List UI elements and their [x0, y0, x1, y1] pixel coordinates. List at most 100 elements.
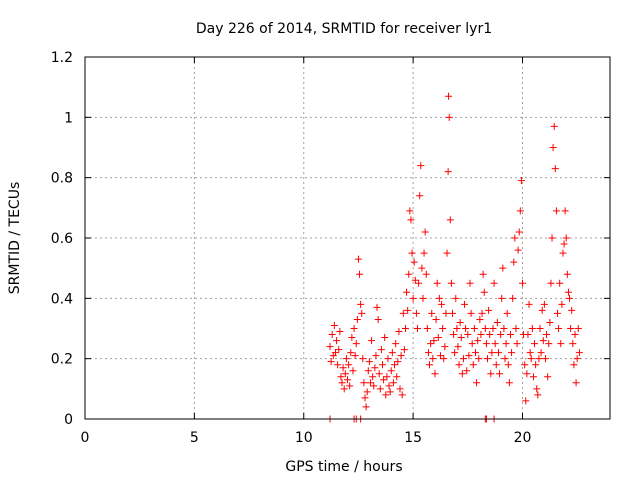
data-point: [567, 325, 575, 332]
x-tick-label: 5: [190, 430, 199, 446]
data-point: [434, 334, 442, 342]
data-point: [525, 300, 533, 308]
data-point: [566, 294, 574, 302]
data-point: [359, 355, 367, 363]
data-point: [333, 337, 341, 345]
data-point: [467, 309, 475, 317]
data-point: [336, 328, 344, 336]
data-point: [351, 352, 359, 360]
data-point: [466, 279, 474, 287]
data-point: [407, 216, 415, 224]
data-point: [569, 340, 577, 348]
data-point: [476, 315, 484, 323]
data-point: [559, 249, 567, 257]
data-point: [519, 279, 526, 287]
data-point: [533, 385, 541, 393]
data-point: [562, 234, 570, 242]
data-point: [398, 391, 406, 399]
data-point: [445, 92, 453, 100]
y-tick-label: 1: [64, 110, 73, 126]
data-point: [496, 370, 504, 378]
data-point: [394, 358, 402, 366]
data-point: [558, 300, 566, 308]
data-point: [568, 306, 576, 314]
data-point: [453, 325, 461, 332]
data-point: [356, 270, 364, 278]
data-point: [389, 379, 397, 387]
data-point: [370, 382, 378, 390]
data-point: [501, 355, 509, 363]
data-point: [411, 276, 419, 284]
data-point: [479, 270, 487, 278]
data-point: [347, 349, 355, 357]
data-point: [526, 349, 534, 357]
data-point: [409, 294, 417, 302]
data-point: [337, 373, 345, 381]
data-point: [481, 325, 489, 332]
data-point: [497, 331, 505, 339]
data-point: [352, 340, 360, 348]
data-point: [442, 309, 450, 317]
data-point: [572, 379, 580, 387]
data-point: [350, 325, 358, 332]
data-point: [400, 346, 408, 354]
data-point: [465, 352, 473, 360]
data-point: [427, 340, 435, 348]
data-point: [485, 306, 493, 314]
data-point: [363, 388, 371, 396]
data-point: [463, 367, 471, 375]
data-point: [557, 340, 565, 348]
data-point: [365, 358, 373, 366]
data-point: [546, 318, 554, 326]
data-point: [340, 385, 348, 393]
data-point: [345, 361, 353, 369]
data-point: [475, 355, 483, 363]
data-point: [455, 361, 463, 369]
data-point: [461, 300, 469, 308]
data-point: [548, 234, 556, 242]
data-point: [445, 113, 453, 121]
data-point: [552, 207, 560, 215]
data-point: [420, 249, 428, 257]
data-point: [371, 364, 379, 372]
data-point: [523, 370, 531, 378]
data-point: [499, 264, 507, 272]
data-point: [428, 309, 436, 317]
data-point: [469, 361, 477, 369]
data-point: [426, 361, 434, 369]
data-point: [419, 294, 427, 302]
data-point: [397, 352, 405, 360]
data-point: [449, 309, 456, 317]
data-point: [341, 370, 349, 378]
data-point: [504, 361, 512, 369]
y-tick-label: 0.2: [51, 352, 73, 368]
data-point: [517, 177, 525, 185]
data-point: [372, 352, 380, 360]
data-point: [462, 325, 470, 332]
data-point: [556, 279, 564, 287]
data-point: [423, 325, 431, 332]
data-point: [412, 309, 420, 317]
data-point: [543, 331, 551, 339]
data-point: [498, 294, 506, 302]
data-point: [366, 379, 374, 387]
data-point: [431, 370, 439, 378]
data-point: [406, 207, 414, 215]
data-point: [444, 168, 452, 176]
data-point: [563, 270, 571, 278]
data-point: [435, 294, 443, 302]
data-point: [418, 264, 426, 272]
data-point: [360, 379, 368, 387]
data-point: [471, 349, 479, 357]
data-point: [424, 349, 432, 357]
data-point: [395, 328, 403, 336]
data-point: [331, 349, 339, 357]
data-point: [554, 309, 561, 317]
data-point: [513, 340, 521, 348]
data-point: [491, 340, 499, 348]
data-point: [551, 165, 559, 173]
data-point: [348, 334, 356, 342]
axis-ticks: 0 0.2 0.4 0.6 0.8 1 1.2 0 5 10 15 20: [51, 50, 610, 446]
data-point: [381, 334, 389, 342]
data-point: [339, 364, 347, 372]
